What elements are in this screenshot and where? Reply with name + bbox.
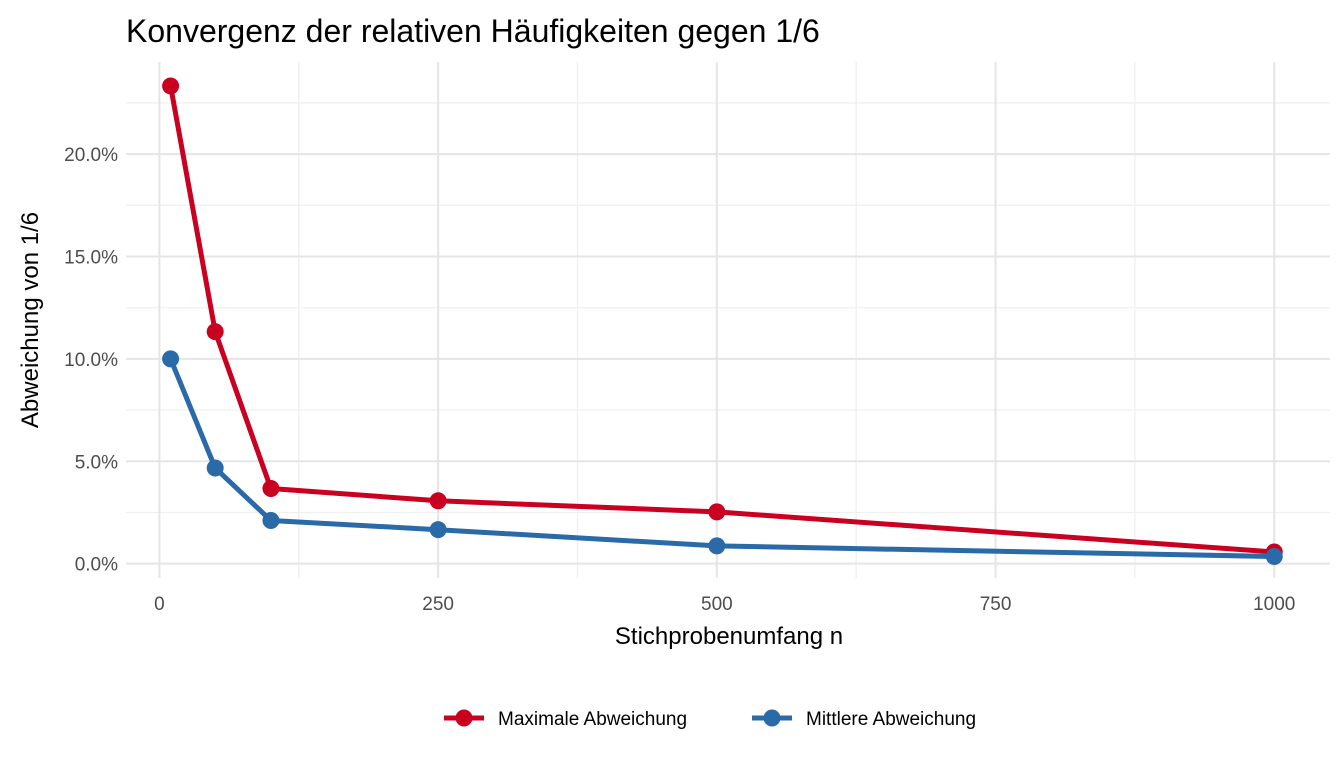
legend-label: Maximale Abweichung — [498, 709, 687, 730]
data-point — [262, 511, 280, 529]
y-tick-label: 5.0% — [75, 452, 118, 473]
y-tick-label: 0.0% — [75, 555, 118, 576]
data-point — [708, 503, 726, 521]
series-1 — [162, 77, 1283, 561]
legend-item: Mittlere Abweichung — [752, 709, 976, 730]
y-axis-title: Abweichung von 1/6 — [17, 212, 44, 428]
legend-swatch-point — [455, 709, 473, 727]
data-point — [162, 77, 180, 95]
legend: Maximale Abweichung Mittlere Abweichung — [444, 709, 976, 730]
data-point — [429, 521, 447, 539]
x-axis-title: Stichprobenumfang n — [615, 623, 843, 650]
grid — [126, 62, 1330, 578]
data-point — [206, 459, 224, 477]
x-tick-label: 0 — [154, 594, 165, 615]
data-point — [1265, 548, 1283, 565]
legend-label: Mittlere Abweichung — [806, 709, 976, 730]
series-line — [168, 83, 1277, 555]
series-layer — [162, 77, 1283, 565]
legend-item: Maximale Abweichung — [444, 709, 687, 730]
chart-title: Konvergenz der relativen Häufigkeiten ge… — [126, 13, 820, 49]
x-tick-label: 500 — [701, 594, 733, 615]
series-line — [168, 356, 1277, 559]
x-tick-label: 250 — [422, 594, 454, 615]
x-tick-label: 1000 — [1253, 594, 1295, 615]
data-point — [708, 537, 726, 555]
data-point — [206, 323, 224, 341]
legend-swatch-point — [763, 709, 781, 727]
y-tick-label: 10.0% — [64, 350, 118, 371]
x-tick-label: 750 — [980, 594, 1012, 615]
y-tick-label: 15.0% — [64, 248, 118, 269]
y-axis-ticks: 0.0% 5.0% 10.0% 15.0% 20.0% — [64, 145, 118, 576]
x-axis-ticks: 0 250 500 750 1000 — [154, 594, 1295, 615]
series-2 — [162, 350, 1283, 565]
y-tick-label: 20.0% — [64, 145, 118, 166]
data-point — [162, 350, 180, 368]
data-point — [262, 480, 280, 498]
data-point — [429, 492, 447, 510]
